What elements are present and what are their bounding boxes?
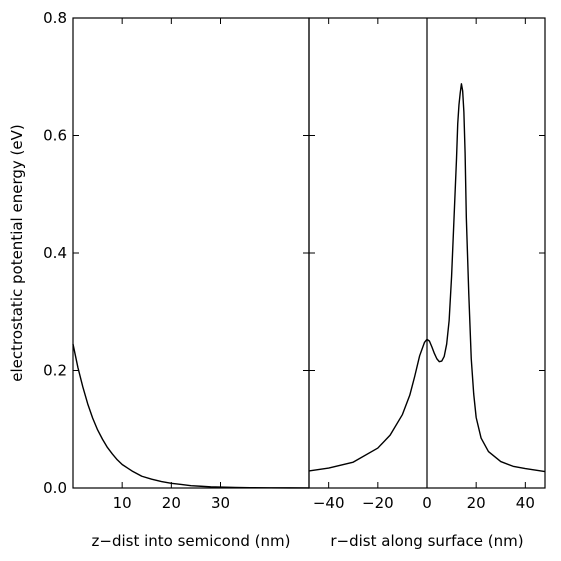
y-tick-label: 0.0 xyxy=(43,479,67,497)
series-line-left xyxy=(72,343,310,489)
y-tick-label: 0.6 xyxy=(43,127,67,145)
series-line-right xyxy=(308,83,546,473)
y-tick-label: 0.4 xyxy=(43,244,67,262)
x-axis-title-left: z−dist into semicond (nm) xyxy=(92,532,291,550)
x-tick-label-right: −20 xyxy=(362,494,394,512)
x-tick-label-left: 30 xyxy=(211,494,230,512)
y-axis-title: electrostatic potential energy (eV) xyxy=(8,124,26,381)
x-tick-label-right: −40 xyxy=(313,494,345,512)
x-tick-label-right: 40 xyxy=(516,494,535,512)
x-tick-label-left: 10 xyxy=(113,494,132,512)
panel-right: −40 −20 0 20 40 r−dist along surface (nm) xyxy=(308,17,546,550)
x-axis-title-right: r−dist along surface (nm) xyxy=(330,532,523,550)
x-tick-label-right: 0 xyxy=(422,494,432,512)
x-tick-label-right: 20 xyxy=(467,494,486,512)
y-tick-label: 0.2 xyxy=(43,362,67,380)
plot-frame-left xyxy=(72,17,310,489)
panel-left: 0.0 0.2 0.4 0.6 0.8 10 20 30 z−dist into semicon… xyxy=(8,9,310,550)
x-tick-label-left: 20 xyxy=(162,494,181,512)
y-tick-label: 0.8 xyxy=(43,9,67,27)
